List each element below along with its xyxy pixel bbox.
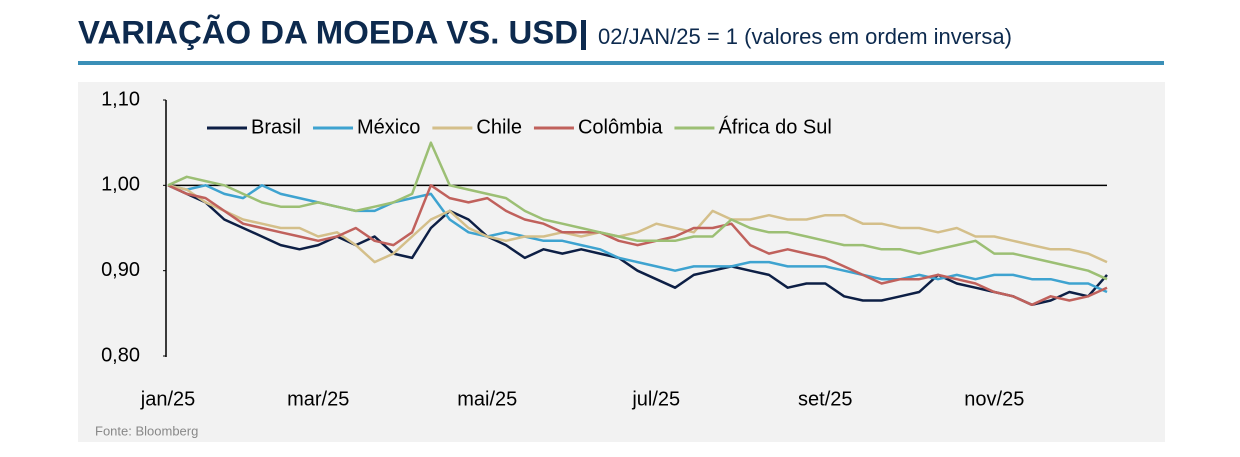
title-separator [581,20,586,50]
series-line [167,184,1108,307]
source: Fonte: Bloomberg [95,423,198,438]
plot-background [78,82,1165,442]
legend-label: México [357,116,420,138]
legend-label: Chile [476,116,522,138]
chart-title: VARIAÇÃO DA MOEDA VS. USD [78,14,578,50]
y-tick-label: 1,10 [101,88,140,110]
x-tick-label: jan/25 [140,388,196,410]
x-tick-label: mar/25 [287,388,349,410]
y-tick-label: 0,80 [101,344,140,366]
chart-subtitle: 02/JAN/25 = 1 (valores em ordem inversa) [598,24,1012,49]
y-tick-label: 1,00 [101,174,140,196]
series-line [167,141,1108,281]
series-line [167,184,1108,307]
x-tick-label: mai/25 [457,388,517,410]
x-tick-label: nov/25 [964,388,1024,410]
y-tick-label: 0,90 [101,259,140,281]
title-rule [78,61,1164,65]
legend-label: Brasil [251,116,301,138]
x-tick-label: jul/25 [631,388,680,410]
x-tick-label: set/25 [798,388,852,410]
legend-label: Colômbia [578,116,663,138]
series-line [167,184,1108,264]
legend-label: África do Sul [718,115,831,138]
